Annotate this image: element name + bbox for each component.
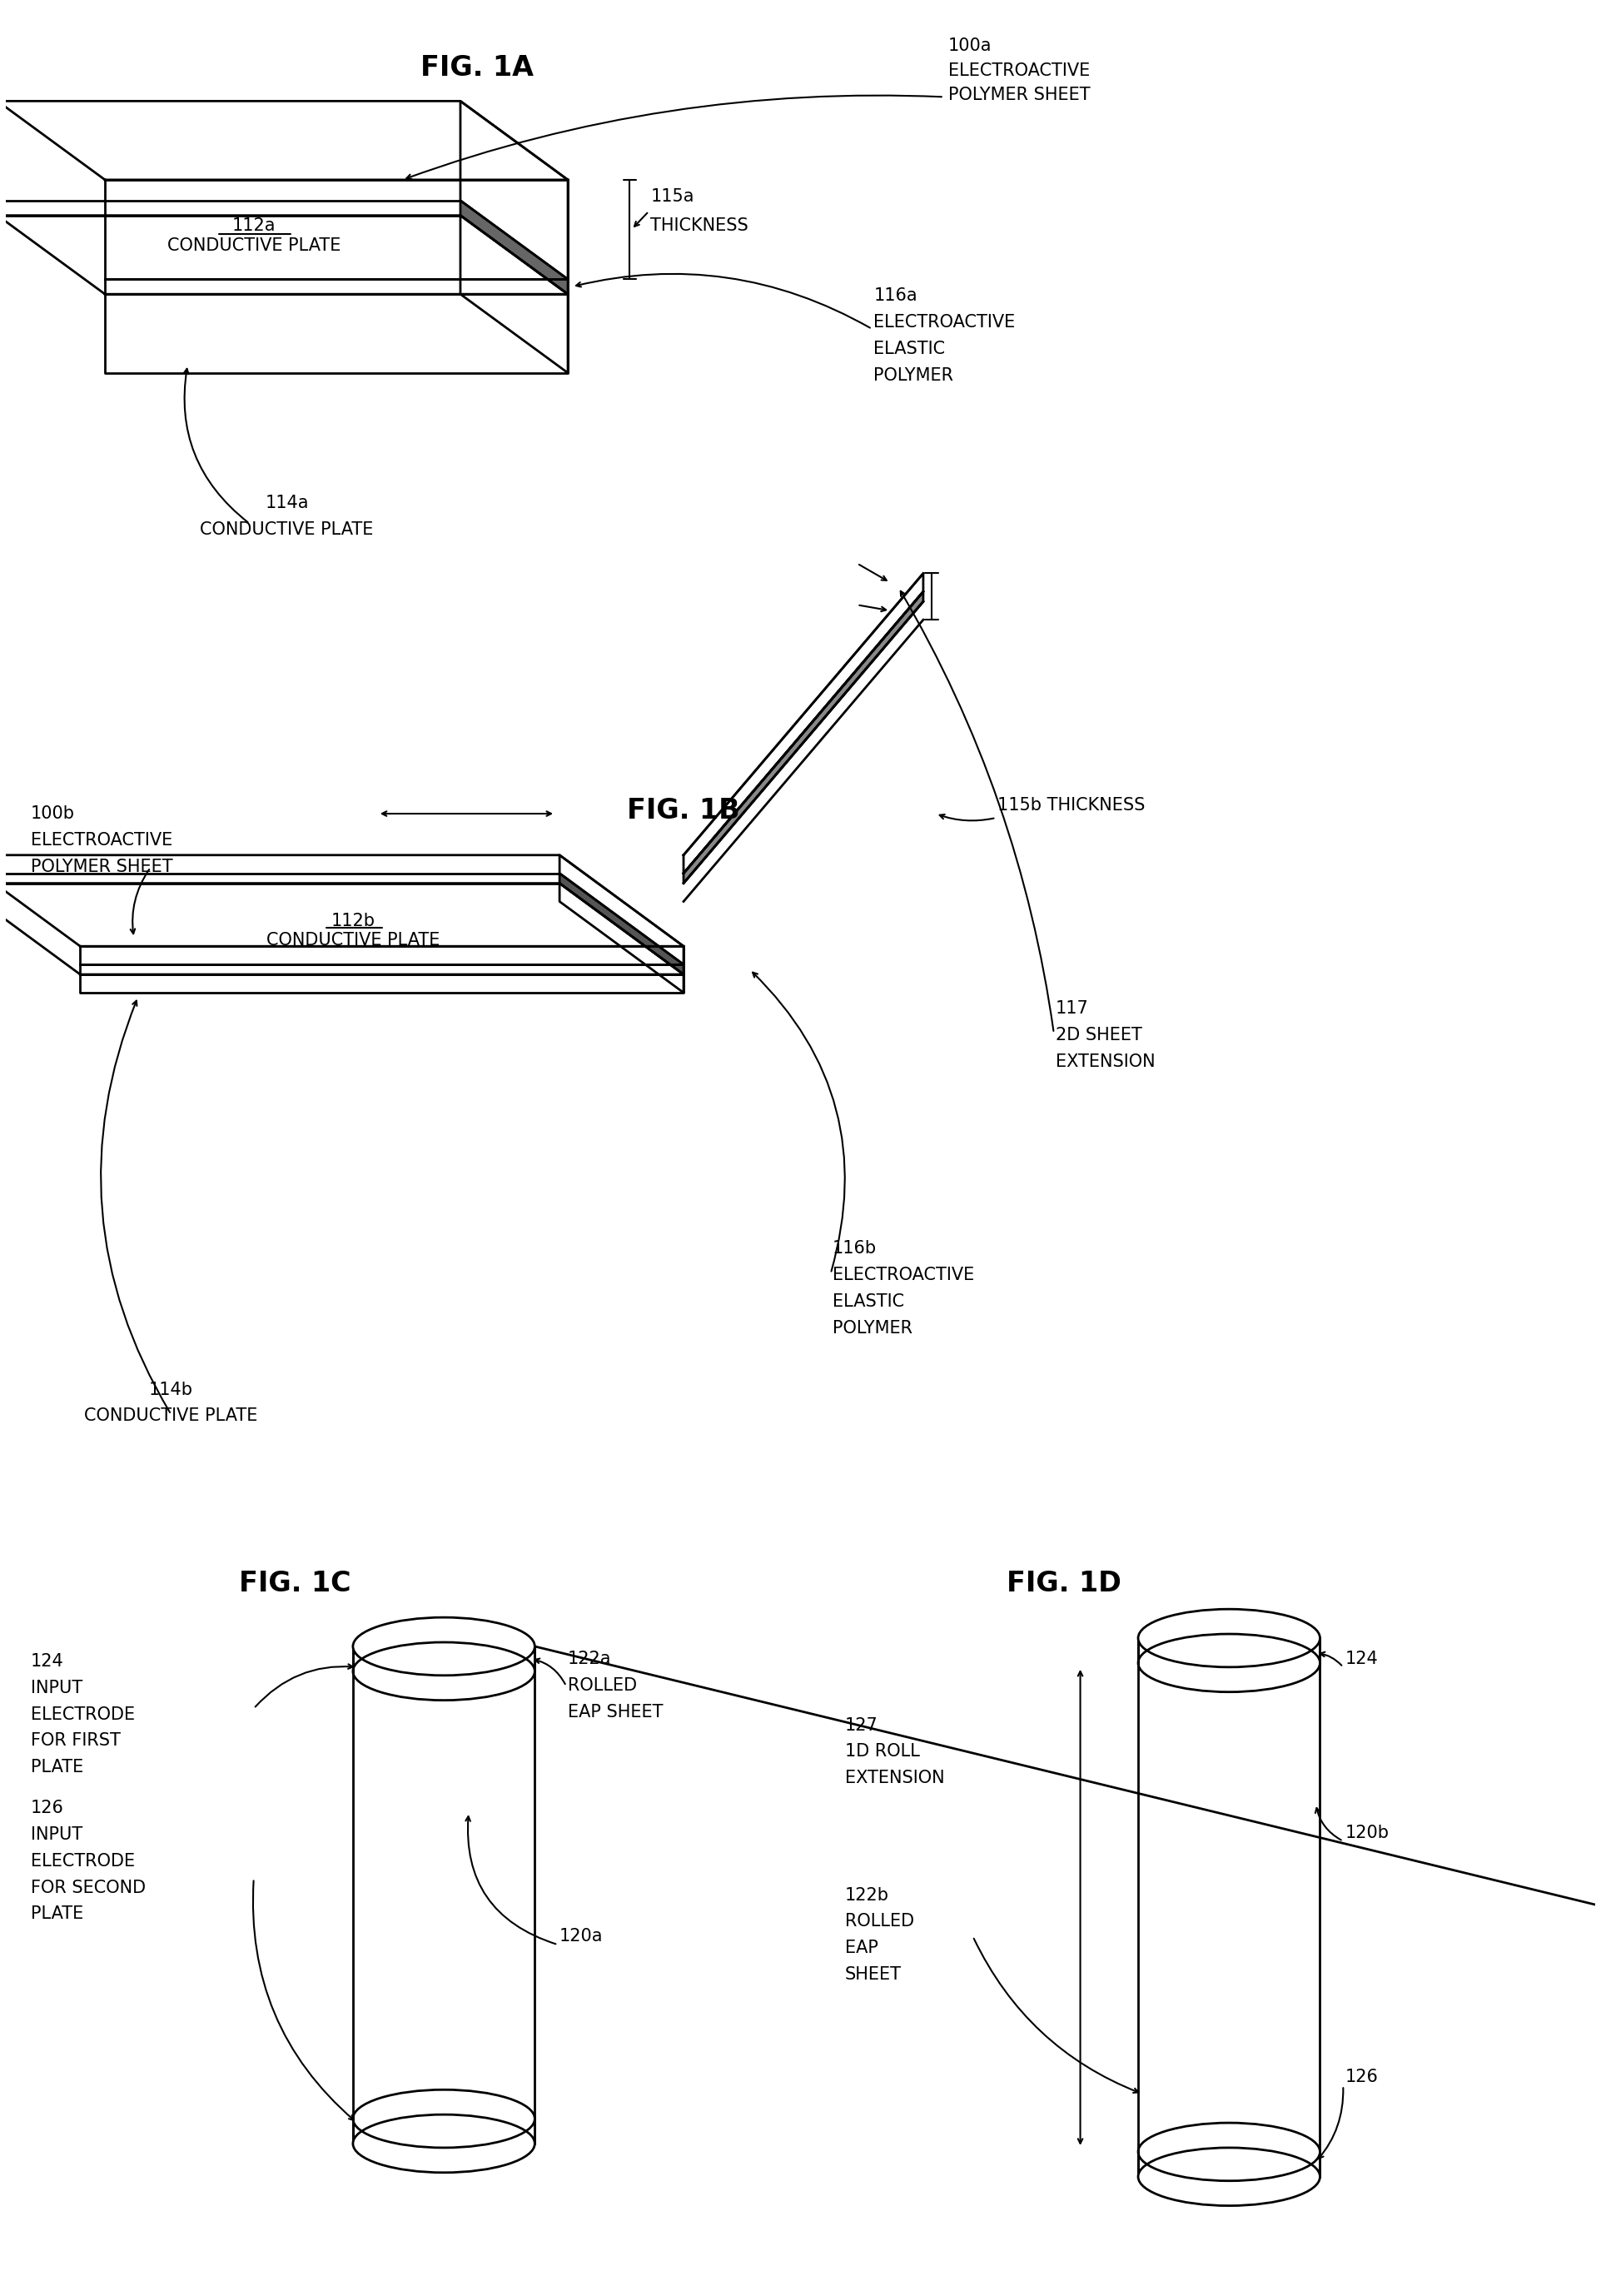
Text: PLATE: PLATE [30, 1906, 83, 1922]
Text: ROLLED: ROLLED [568, 1676, 637, 1694]
Polygon shape [0, 884, 684, 974]
Text: ELECTRODE: ELECTRODE [30, 1706, 134, 1722]
Ellipse shape [1138, 1609, 1319, 1667]
Text: 114a: 114a [264, 494, 309, 512]
Text: ELECTROACTIVE: ELECTROACTIVE [30, 831, 173, 850]
Text: ELECTRODE: ELECTRODE [30, 1853, 134, 1869]
Polygon shape [684, 592, 924, 884]
Polygon shape [461, 216, 568, 372]
Text: 1D ROLL: 1D ROLL [845, 1743, 919, 1761]
Text: PLATE: PLATE [30, 1759, 83, 1775]
Text: 112b: 112b [331, 914, 375, 930]
Text: CONDUCTIVE PLATE: CONDUCTIVE PLATE [200, 521, 373, 537]
Polygon shape [0, 216, 568, 294]
Polygon shape [106, 294, 568, 372]
Text: 126: 126 [1345, 2069, 1378, 2085]
Polygon shape [0, 101, 568, 179]
Text: ELASTIC: ELASTIC [874, 340, 945, 358]
Polygon shape [106, 280, 568, 294]
Text: 115a: 115a [650, 188, 695, 204]
Text: ELECTROACTIVE: ELECTROACTIVE [874, 315, 1015, 331]
Polygon shape [106, 179, 568, 280]
Text: ROLLED: ROLLED [845, 1913, 914, 1931]
Text: FOR SECOND: FOR SECOND [30, 1878, 146, 1896]
Polygon shape [80, 964, 684, 974]
Text: FIG. 1B: FIG. 1B [628, 797, 740, 824]
Ellipse shape [352, 1616, 535, 1676]
Polygon shape [80, 946, 684, 964]
Text: ELECTROACTIVE: ELECTROACTIVE [833, 1267, 973, 1283]
Polygon shape [80, 974, 684, 992]
Text: 2D SHEET: 2D SHEET [1055, 1026, 1142, 1042]
Text: 116b: 116b [833, 1240, 877, 1256]
Text: EXTENSION: EXTENSION [845, 1770, 945, 1786]
Text: EAP SHEET: EAP SHEET [568, 1704, 663, 1720]
Text: 126: 126 [30, 1800, 64, 1816]
Ellipse shape [1138, 2147, 1319, 2206]
Text: ELASTIC: ELASTIC [833, 1293, 905, 1311]
Text: 100a: 100a [948, 37, 991, 53]
Text: 127: 127 [845, 1717, 877, 1733]
Text: 115b THICKNESS: 115b THICKNESS [997, 797, 1145, 813]
Text: 112a: 112a [232, 218, 275, 234]
Text: 117: 117 [1055, 1001, 1089, 1017]
Text: 120a: 120a [560, 1929, 604, 1945]
Text: 124: 124 [1345, 1651, 1378, 1667]
Text: 100b: 100b [30, 806, 75, 822]
Text: FIG. 1A: FIG. 1A [421, 53, 533, 80]
Text: 114b: 114b [149, 1382, 194, 1398]
Text: FIG. 1C: FIG. 1C [239, 1570, 351, 1598]
Text: CONDUCTIVE PLATE: CONDUCTIVE PLATE [167, 239, 341, 255]
Text: THICKNESS: THICKNESS [650, 218, 749, 234]
Text: SHEET: SHEET [845, 1965, 901, 1984]
Text: 124: 124 [30, 1653, 64, 1669]
Text: 122b: 122b [845, 1887, 889, 1903]
Text: INPUT: INPUT [30, 1825, 82, 1844]
Polygon shape [560, 872, 684, 974]
Text: EAP: EAP [845, 1940, 877, 1956]
Text: FOR FIRST: FOR FIRST [30, 1733, 120, 1750]
Text: POLYMER: POLYMER [833, 1320, 913, 1336]
Text: POLYMER: POLYMER [874, 367, 954, 383]
Polygon shape [560, 854, 684, 964]
Ellipse shape [352, 2115, 535, 2172]
Text: INPUT: INPUT [30, 1681, 82, 1697]
Text: POLYMER SHEET: POLYMER SHEET [948, 87, 1090, 103]
Text: EXTENSION: EXTENSION [1055, 1054, 1154, 1070]
Text: CONDUCTIVE PLATE: CONDUCTIVE PLATE [85, 1407, 258, 1424]
Text: FIG. 1D: FIG. 1D [1007, 1570, 1121, 1598]
Polygon shape [461, 200, 568, 294]
Text: 116a: 116a [874, 287, 917, 303]
Polygon shape [0, 854, 684, 946]
Text: 122a: 122a [568, 1651, 612, 1667]
Text: POLYMER SHEET: POLYMER SHEET [30, 859, 173, 875]
Polygon shape [684, 574, 924, 872]
Polygon shape [461, 101, 568, 280]
Text: 120b: 120b [1345, 1825, 1390, 1841]
Text: CONDUCTIVE PLATE: CONDUCTIVE PLATE [266, 932, 440, 948]
Polygon shape [560, 884, 684, 992]
Text: ELECTROACTIVE: ELECTROACTIVE [948, 62, 1090, 78]
